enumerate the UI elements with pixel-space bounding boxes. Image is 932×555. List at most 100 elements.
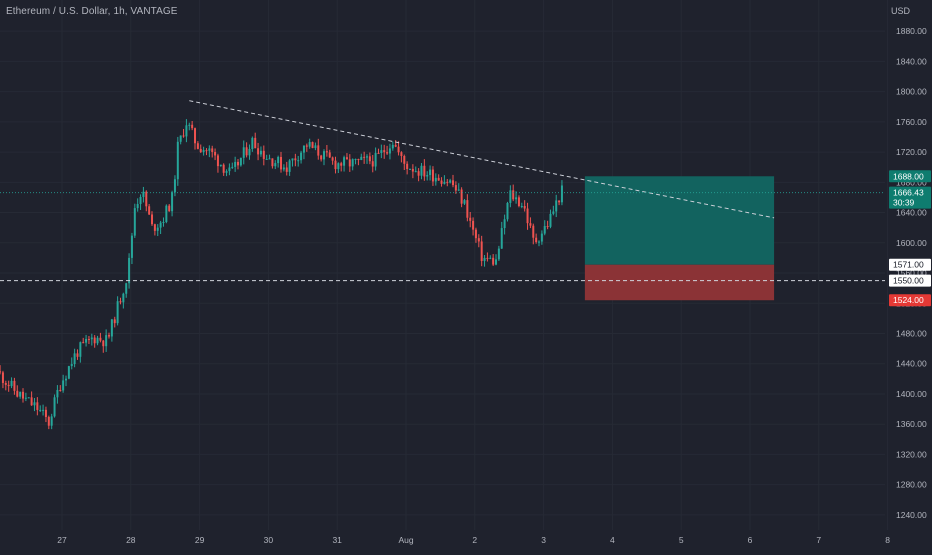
x-tick-label: Aug <box>398 535 413 545</box>
y-tick-label: 1400.00 <box>896 389 927 399</box>
x-tick-label: 8 <box>885 535 890 545</box>
candle-body <box>291 158 294 161</box>
candle-body <box>196 143 199 149</box>
candle-body <box>400 152 403 157</box>
candle-body <box>234 161 237 167</box>
candle-body <box>377 152 380 154</box>
y-tick-label: 1680.00 <box>896 177 927 187</box>
candle-body <box>282 167 285 170</box>
candle-body <box>142 191 145 197</box>
candle-body <box>440 180 443 184</box>
candle-body <box>354 159 357 161</box>
candle-body <box>254 137 257 149</box>
candle-body <box>277 156 280 164</box>
candle-body <box>194 128 197 144</box>
candle-body <box>311 142 314 149</box>
candle-body <box>133 208 136 236</box>
candle-body <box>512 190 515 200</box>
y-tick-label: 1600.00 <box>896 238 927 248</box>
candle-body <box>1 372 4 383</box>
candle-body <box>130 235 133 258</box>
candle-body <box>145 191 148 207</box>
candle-body <box>0 371 2 373</box>
candle-body <box>414 171 417 173</box>
candle-body <box>452 180 455 186</box>
candle-body <box>216 155 219 167</box>
x-tick-label: 30 <box>264 535 274 545</box>
y-tick-label: 1480.00 <box>896 328 927 338</box>
candle-body <box>558 200 561 203</box>
candle-body <box>76 353 79 357</box>
candle-body <box>237 161 240 166</box>
candle-body <box>33 402 36 406</box>
candle-body <box>22 391 25 399</box>
candle-body <box>409 168 412 170</box>
candle-body <box>182 135 185 137</box>
candle-body <box>222 164 225 173</box>
candle-body <box>480 241 483 262</box>
candle-body <box>239 157 242 166</box>
candle-body <box>383 150 386 153</box>
candle-body <box>472 220 475 230</box>
candle-body <box>343 157 346 166</box>
y-tick-label: 1760.00 <box>896 117 927 127</box>
stop-price-label: 1524.00 <box>889 294 931 307</box>
candle-body <box>515 197 518 200</box>
candle-body <box>331 157 334 161</box>
candle-body <box>165 205 168 222</box>
candle-body <box>70 364 73 367</box>
candle-body <box>262 150 265 159</box>
candle-body <box>116 301 119 324</box>
candle-body <box>457 189 460 191</box>
candle-body <box>560 185 563 203</box>
candle-body <box>503 219 506 229</box>
candle-body <box>259 150 262 155</box>
candle-body <box>540 233 543 242</box>
trendline[interactable] <box>189 100 775 219</box>
symbol-title: Ethereum / U.S. Dollar, 1h, VANTAGE <box>6 6 178 17</box>
candle-body <box>288 160 291 172</box>
candle-body <box>489 257 492 259</box>
candle-body <box>380 150 383 154</box>
candle-body <box>185 125 188 137</box>
candle-body <box>300 152 303 161</box>
candle-body <box>30 397 33 406</box>
current-price-label-text: 1666.43 <box>893 188 924 198</box>
candle-body <box>474 229 477 239</box>
candle-body <box>368 156 371 162</box>
x-tick-label: 5 <box>679 535 684 545</box>
candle-body <box>403 156 406 164</box>
candle-body <box>102 340 105 347</box>
candle-body <box>47 417 50 426</box>
candle-body <box>351 159 354 167</box>
candle-body <box>469 217 472 221</box>
candle-body <box>191 124 194 129</box>
profit-zone[interactable] <box>584 176 775 265</box>
candle-body <box>168 205 171 212</box>
candle-body <box>483 257 486 262</box>
candle-body <box>423 165 426 177</box>
candle-body <box>79 342 82 357</box>
candle-body <box>257 148 260 155</box>
loss-zone[interactable] <box>584 264 775 301</box>
candle-body <box>434 177 437 182</box>
candle-body <box>251 137 254 150</box>
candle-body <box>211 148 214 152</box>
candle-body <box>314 145 317 149</box>
target-price-label-text: 1688.00 <box>893 171 924 181</box>
candle-body <box>463 200 466 204</box>
candle-body <box>397 146 400 153</box>
y-tick-label: 1360.00 <box>896 419 927 429</box>
line-price-label-text: 1550.00 <box>893 276 924 286</box>
candle-body <box>151 214 154 225</box>
candle-body <box>248 149 251 156</box>
candle-body <box>340 163 343 166</box>
x-tick-label: 29 <box>195 535 205 545</box>
candle-body <box>90 337 93 340</box>
candle-body <box>171 192 174 212</box>
candle-body <box>128 257 131 284</box>
candle-body <box>477 238 480 242</box>
candle-body <box>500 228 503 249</box>
